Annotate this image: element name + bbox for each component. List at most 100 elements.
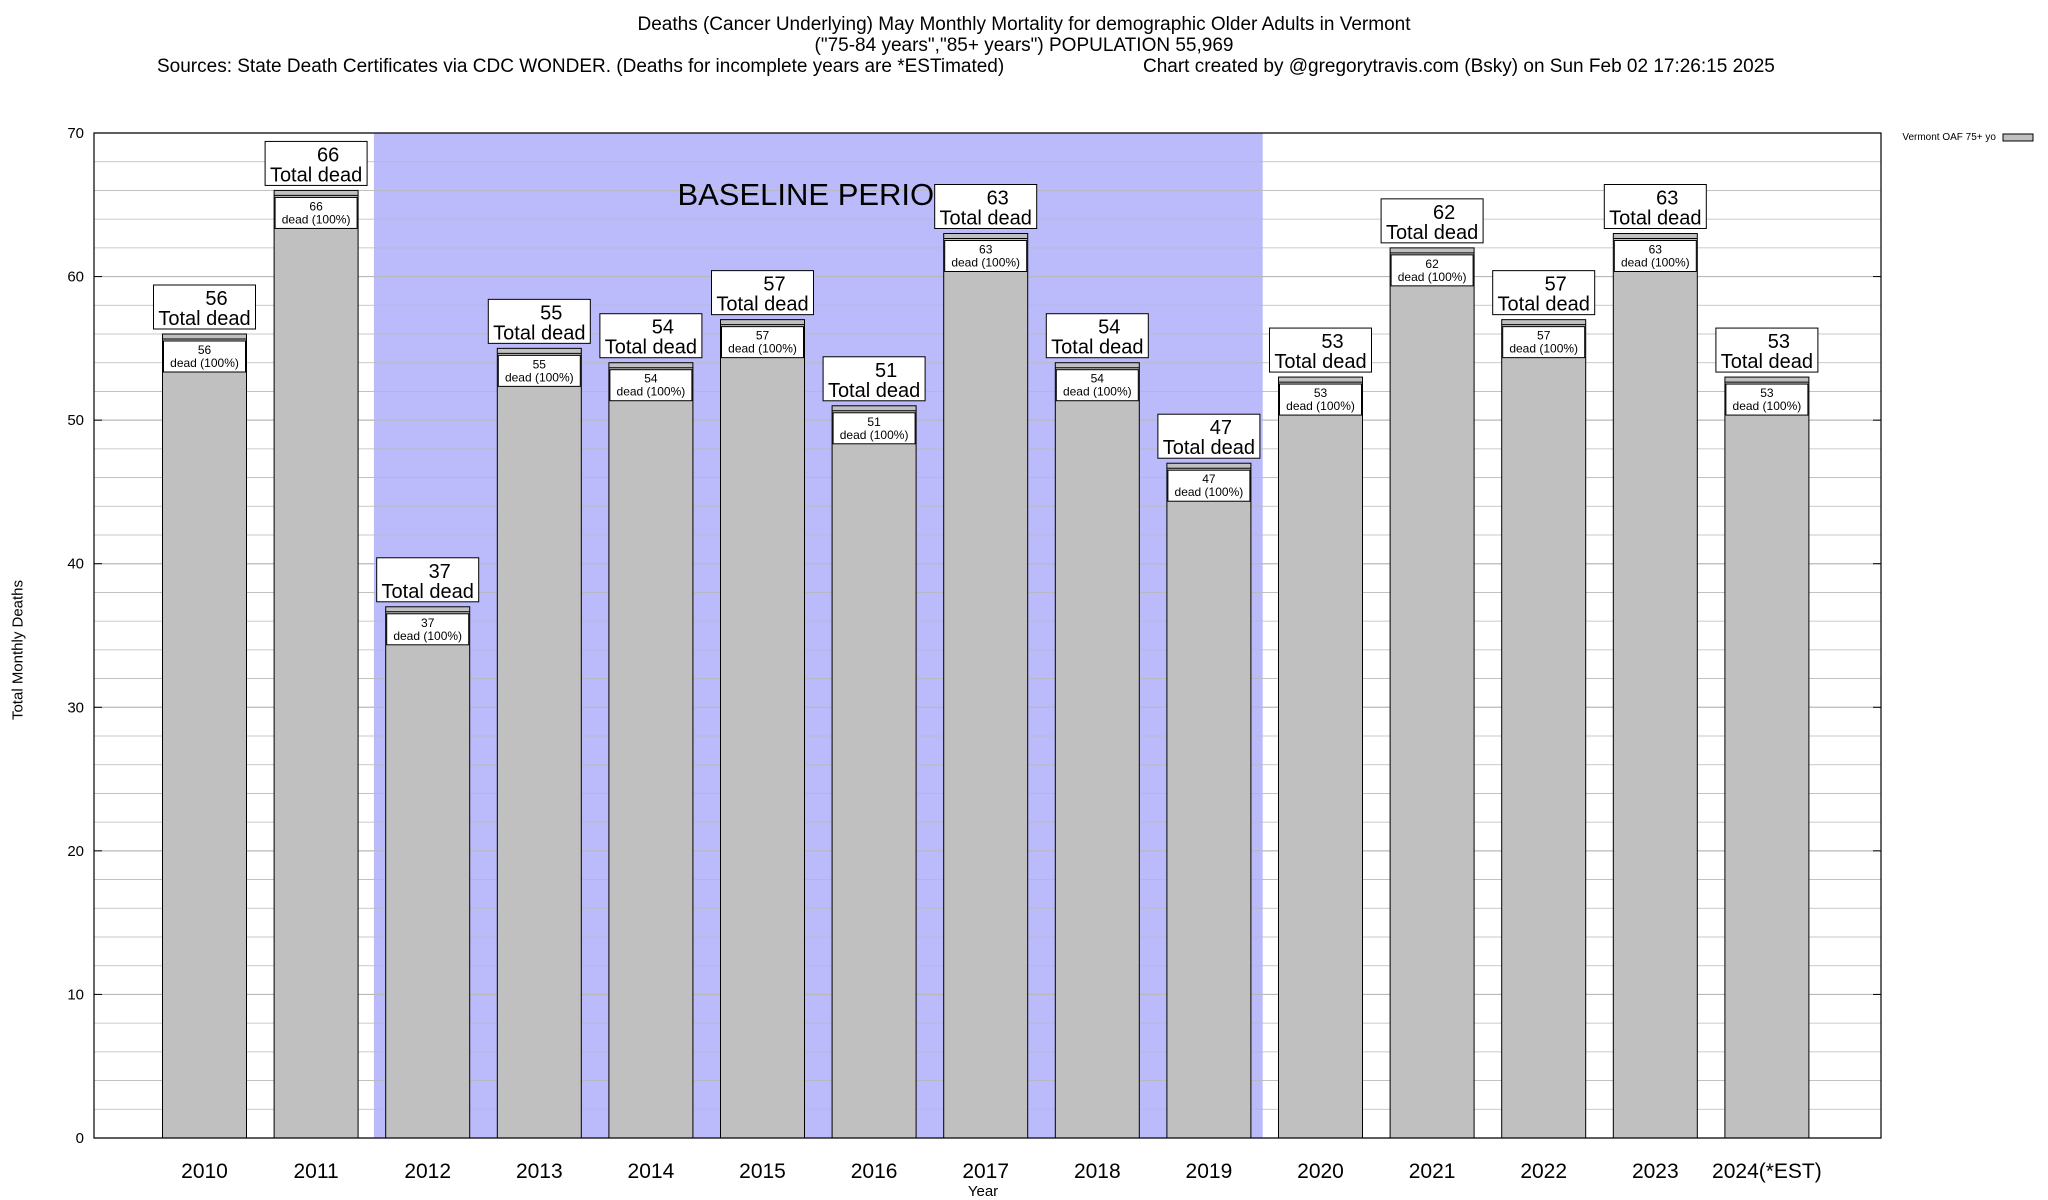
inner-label-box [163,340,246,373]
inner-label-box [386,613,470,646]
outer-label-value: 66 [317,144,339,166]
inner-label-box [1055,369,1139,402]
outer-label-box [934,184,1038,229]
outer-label-value: 54 [652,317,674,339]
baseline-period-label: BASELINE PERIOD [677,177,956,212]
inner-label-value: 56 [198,343,212,357]
outer-label-value: 53 [1768,331,1790,353]
x-tick-label: 2018 [1074,1160,1121,1183]
legend-label: Vermont OAF 75+ yo [1902,132,1996,143]
inner-label-text: dead (100%) [617,385,686,399]
inner-label-box [274,196,358,229]
outer-label-text: Total dead [270,164,362,186]
inner-label-value: 66 [309,199,323,213]
plot-frame [93,132,1882,1139]
inner-label-box [1725,383,1809,416]
outer-label-value: 47 [1210,417,1232,439]
inner-label-value: 54 [1091,372,1105,386]
inner-label-text: dead (100%) [393,629,462,643]
x-tick-label: 2016 [851,1160,898,1183]
x-tick-label: 2010 [181,1160,228,1183]
outer-label-text: Total dead [1609,208,1701,230]
x-tick-label: 2021 [1409,1160,1456,1183]
y-tick-label: 20 [67,843,84,860]
chart-title-line2: ("75-84 years","85+ years") POPULATION 5… [814,35,1234,56]
y-tick-label: 0 [76,1130,84,1147]
x-tick-label: 2011 [294,1160,339,1183]
inner-label-value: 55 [533,357,547,371]
x-tick-label: 2017 [962,1160,1009,1183]
chart-title-block: Deaths (Cancer Underlying) May Monthly M… [0,14,2048,77]
outer-label-box [1492,270,1596,316]
outer-label-text: Total dead [605,337,697,359]
sources-row: Sources: State Death Certificates via CD… [0,56,2048,77]
outer-label-value: 57 [763,274,785,296]
outer-label-box [1380,198,1484,244]
y-tick-label: 10 [67,986,84,1003]
x-tick-label: 2015 [739,1160,786,1183]
y-tick-label: 40 [67,556,84,573]
inner-label-value: 57 [756,329,770,343]
sources-text: Sources: State Death Certificates via CD… [157,56,1005,77]
inner-label-text: dead (100%) [951,256,1020,270]
x-tick-label: 2024(*EST) [1712,1160,1822,1183]
outer-label-text: Total dead [1051,337,1143,359]
chart-title-line1: Deaths (Cancer Underlying) May Monthly M… [637,14,1411,35]
y-tick-label: 50 [67,412,84,429]
inner-label-box [1279,383,1362,416]
inner-label-text: dead (100%) [1286,399,1355,413]
outer-label-box [264,140,368,186]
inner-label-text: dead (100%) [170,356,239,370]
inner-label-box [944,240,1028,272]
inner-label-value: 54 [644,372,658,386]
y-tick-label: 70 [67,125,84,142]
outer-label-text: Total dead [382,581,474,603]
inner-label-value: 57 [1537,329,1551,343]
outer-label-text: Total dead [1386,222,1478,244]
inner-label-value: 53 [1760,386,1774,400]
outer-label-box [1715,327,1819,373]
bar [273,189,359,1139]
x-tick-label: 2022 [1520,1160,1567,1183]
inner-label-box [1390,254,1474,287]
outer-label-text: Total dead [716,294,808,316]
inner-label-value: 51 [867,415,881,429]
outer-label-box [1603,184,1707,229]
inner-label-box [721,326,804,359]
outer-label-value: 55 [540,302,562,324]
bar [1501,319,1587,1139]
inner-label-value: 47 [1202,472,1216,486]
credit-text: Chart created by @gregorytravis.com (Bsk… [1143,56,1775,77]
inner-label-text: dead (100%) [840,428,909,442]
inner-label-box [1167,469,1251,502]
y-tick-label: 60 [67,269,84,286]
outer-label-value: 62 [1433,202,1455,224]
inner-label-value: 63 [1649,243,1663,257]
x-tick-label: 2014 [628,1160,675,1183]
bar [608,362,694,1139]
inner-label-value: 37 [421,616,435,630]
inner-label-box [609,369,693,402]
outer-label-text: Total dead [940,208,1032,230]
outer-label-box [376,557,480,603]
x-tick-label: 2013 [516,1160,563,1183]
outer-label-value: 53 [1321,331,1343,353]
inner-label-box [1613,240,1697,272]
inner-label-text: dead (100%) [1733,399,1802,413]
outer-label-box [487,298,591,344]
outer-label-box [1157,413,1261,459]
inner-label-value: 53 [1314,386,1328,400]
legend-swatch [2002,133,2034,142]
outer-label-text: Total dead [493,322,585,344]
outer-label-text: Total dead [158,308,250,330]
inner-label-text: dead (100%) [282,212,351,226]
inner-label-text: dead (100%) [1509,342,1578,356]
